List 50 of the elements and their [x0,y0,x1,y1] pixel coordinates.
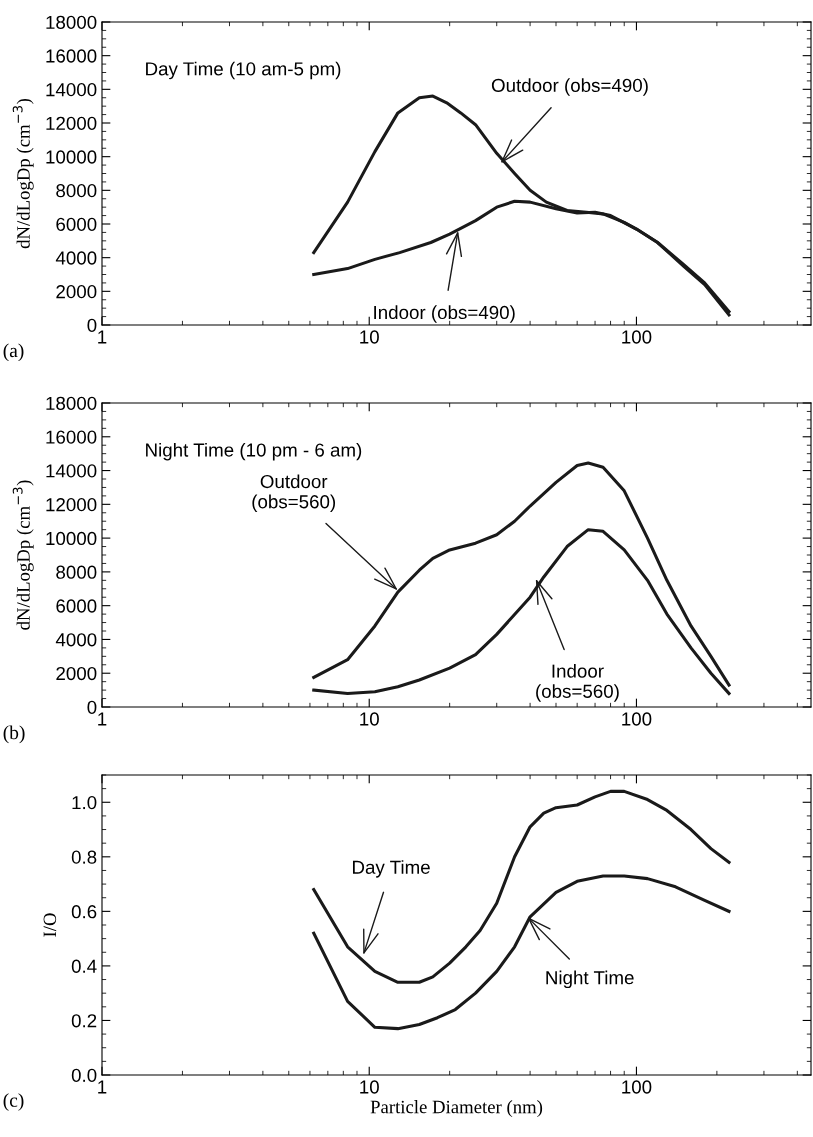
y-tick-label: 8000 [56,565,97,579]
y-tick-label: 10000 [46,150,97,164]
y-axis-title: I/O [43,913,57,937]
x-tick-label: 100 [622,1080,652,1094]
annotation: Indoor (obs=490) [374,305,515,323]
x-tick-label: 10 [360,330,379,344]
x-tick-label: 100 [622,712,652,726]
y-tick-label: 0.8 [71,850,97,864]
y-tick-label: 4000 [55,633,97,647]
y-tick-label: 1.0 [72,795,97,810]
y-tick-label: 0.2 [71,1014,97,1028]
text: Night Time (10 pm - 6 am) [146,442,362,461]
x-tick-label: 1 [98,712,107,726]
x-tick-label: 100 [622,330,652,344]
y-tick-label: 12000 [46,498,97,512]
y-tick-label: 0.0 [71,1068,97,1082]
y-tick-label: 8000 [56,184,97,198]
y-tick-label: 14000 [46,83,97,97]
annotation: Indoor (obs=560) [536,663,619,702]
text: (b) [3,725,25,744]
y-tick-label: 6000 [56,217,97,231]
x-tick-label: 1 [98,1080,107,1094]
text: Day Time (10 am-5 pm) [146,61,341,80]
y-tick-label: 0 [87,318,97,332]
x-tick-label: 1 [98,330,107,344]
y-tick-label: 0.4 [71,959,97,973]
y-tick-label: 2000 [56,285,97,299]
y-tick-label: 2000 [56,666,97,681]
x-axis-title: Particle Diameter (nm) [370,1100,543,1118]
y-tick-label: 16000 [46,430,97,444]
y-tick-label: 0.6 [71,905,97,919]
x-tick-label: 10 [360,712,379,726]
y-tick-label: 16000 [46,49,97,63]
y-tick-label: 12000 [46,116,97,130]
y-tick-label: 4000 [55,251,97,265]
annotation: Day Time [352,860,430,878]
y-tick-label: 18000 [46,15,97,29]
annotation: Outdoor (obs=490) [491,78,648,96]
text: (a) [3,343,24,362]
y-axis-title: dN/dLogDp (cm$^{−3}$) [12,98,34,249]
y-tick-label: 6000 [56,599,97,613]
y-tick-label: 14000 [46,464,97,478]
y-axis-title: dN/dLogDp (cm$^{−3}$) [12,480,34,630]
annotation: Outdoor (obs=560) [252,474,336,513]
annotation: Night Time [546,970,634,989]
y-tick-label: 0 [87,700,97,714]
text: (c) [3,1093,24,1111]
x-tick-label: 10 [360,1080,379,1094]
y-tick-label: 18000 [46,396,97,410]
y-tick-label: 10000 [46,531,97,546]
